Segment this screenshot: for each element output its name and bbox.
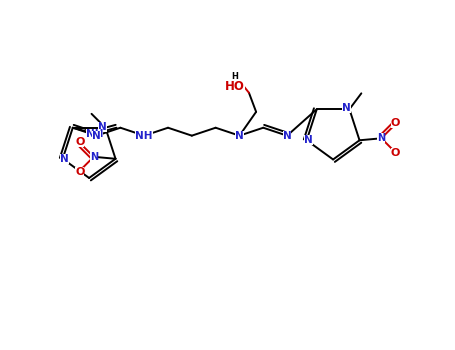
Text: N: N [377,133,385,143]
Text: N: N [90,152,98,162]
Text: HO: HO [225,80,245,93]
Text: O: O [75,137,85,147]
Text: N: N [235,131,244,141]
Text: O: O [390,118,400,128]
Text: O: O [390,148,400,158]
Text: N: N [304,135,313,145]
Text: NH: NH [136,131,153,141]
Text: O: O [75,167,85,177]
Text: H: H [232,72,238,82]
Text: N: N [61,154,69,164]
Text: N: N [342,103,351,113]
Text: NH: NH [86,129,103,139]
Text: N: N [92,131,101,141]
Text: N: N [98,122,107,132]
Text: N: N [283,131,292,141]
